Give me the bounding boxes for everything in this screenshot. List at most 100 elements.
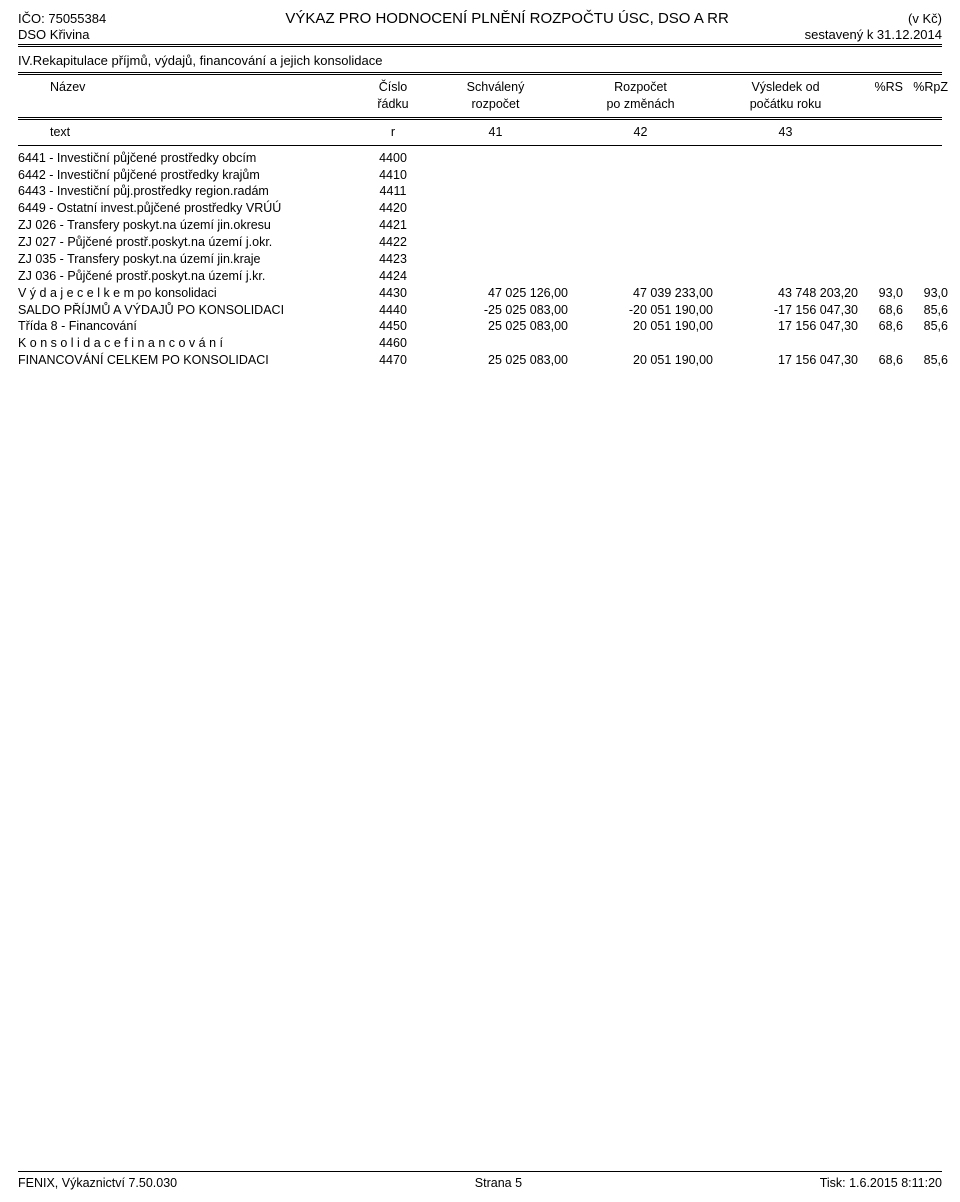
- col-v3-2: počátku roku: [713, 96, 858, 113]
- header-row-1: IČO: 75055384 VÝKAZ PRO HODNOCENÍ PLNĚNÍ…: [18, 10, 942, 27]
- row-v3: [713, 217, 858, 234]
- row-num: 4421: [363, 217, 423, 234]
- row-v2: [568, 234, 713, 251]
- row-p2: [903, 268, 948, 285]
- row-p1: [858, 251, 903, 268]
- column-header-row-1: Název Číslo Schválený Rozpočet Výsledek …: [18, 79, 942, 96]
- table-row: FINANCOVÁNÍ CELKEM PO KONSOLIDACI447025 …: [18, 352, 942, 369]
- row-name: FINANCOVÁNÍ CELKEM PO KONSOLIDACI: [18, 352, 363, 369]
- col-v1-2: rozpočet: [423, 96, 568, 113]
- table-row: 6442 - Investiční půjčené prostředky kra…: [18, 167, 942, 184]
- column-header-row-2: řádku rozpočet po změnách počátku roku: [18, 96, 942, 113]
- subhead-41: 41: [423, 124, 568, 141]
- row-name: ZJ 026 - Transfery poskyt.na území jin.o…: [18, 217, 363, 234]
- row-v2: [568, 335, 713, 352]
- section-top-rule: [18, 72, 942, 75]
- row-v1: -25 025 083,00: [423, 302, 568, 319]
- row-p1: [858, 150, 903, 167]
- row-v3: [713, 251, 858, 268]
- col-v1-1: Schválený: [423, 79, 568, 96]
- page-footer: FENIX, Výkaznictví 7.50.030 Strana 5 Tis…: [18, 1167, 942, 1190]
- table-row: Třída 8 - Financování445025 025 083,0020…: [18, 318, 942, 335]
- row-name: 6442 - Investiční půjčené prostředky kra…: [18, 167, 363, 184]
- subhead-under-rule: [18, 145, 942, 146]
- row-num: 4423: [363, 251, 423, 268]
- row-v3: -17 156 047,30: [713, 302, 858, 319]
- row-v3: [713, 268, 858, 285]
- row-v2: [568, 167, 713, 184]
- section-title: IV.Rekapitulace příjmů, výdajů, financov…: [18, 53, 942, 68]
- subheader-row: text r 41 42 43: [18, 124, 942, 141]
- footer-left: FENIX, Výkaznictví 7.50.030: [18, 1176, 177, 1190]
- row-v3: 17 156 047,30: [713, 352, 858, 369]
- row-p2: [903, 251, 948, 268]
- subhead-r: r: [363, 124, 423, 141]
- col-v2-2: po změnách: [568, 96, 713, 113]
- row-p1: [858, 268, 903, 285]
- row-name: K o n s o l i d a c e f i n a n c o v á …: [18, 335, 363, 352]
- org-name: DSO Křivina: [18, 27, 90, 42]
- row-v2: [568, 217, 713, 234]
- row-num: 4470: [363, 352, 423, 369]
- currency-label: (v Kč): [908, 11, 942, 26]
- row-v2: 20 051 190,00: [568, 318, 713, 335]
- row-v2: [568, 150, 713, 167]
- header-ico: IČO: 75055384: [18, 11, 106, 26]
- ico-value: 75055384: [48, 11, 106, 26]
- row-v1: [423, 335, 568, 352]
- col-v3-1: Výsledek od: [713, 79, 858, 96]
- table-row: 6441 - Investiční půjčené prostředky obc…: [18, 150, 942, 167]
- table-row: K o n s o l i d a c e f i n a n c o v á …: [18, 335, 942, 352]
- row-name: 6443 - Investiční půj.prostředky region.…: [18, 183, 363, 200]
- row-v3: [713, 167, 858, 184]
- footer-rule: [18, 1171, 942, 1172]
- row-p1: 68,6: [858, 318, 903, 335]
- row-num: 4420: [363, 200, 423, 217]
- row-v1: [423, 217, 568, 234]
- row-v1: [423, 200, 568, 217]
- footer-line: FENIX, Výkaznictví 7.50.030 Strana 5 Tis…: [18, 1176, 942, 1190]
- row-num: 4410: [363, 167, 423, 184]
- row-p2: [903, 150, 948, 167]
- row-v3: [713, 234, 858, 251]
- row-v1: [423, 268, 568, 285]
- header-under-rule: [18, 117, 942, 120]
- row-num: 4460: [363, 335, 423, 352]
- row-p1: [858, 234, 903, 251]
- row-name: ZJ 036 - Půjčené prostř.poskyt.na území …: [18, 268, 363, 285]
- row-num: 4411: [363, 183, 423, 200]
- ico-label: IČO:: [18, 11, 45, 26]
- row-num: 4450: [363, 318, 423, 335]
- row-name: SALDO PŘÍJMŮ A VÝDAJŮ PO KONSOLIDACI: [18, 302, 363, 319]
- row-name: 6449 - Ostatní invest.půjčené prostředky…: [18, 200, 363, 217]
- table-row: ZJ 026 - Transfery poskyt.na území jin.o…: [18, 217, 942, 234]
- data-rows: 6441 - Investiční půjčené prostředky obc…: [18, 150, 942, 369]
- row-v3: 43 748 203,20: [713, 285, 858, 302]
- row-v2: [568, 183, 713, 200]
- row-name: 6441 - Investiční půjčené prostředky obc…: [18, 150, 363, 167]
- compiled-date: sestavený k 31.12.2014: [805, 27, 942, 42]
- header-separator: [18, 44, 942, 47]
- row-num: 4430: [363, 285, 423, 302]
- table-row: ZJ 036 - Půjčené prostř.poskyt.na území …: [18, 268, 942, 285]
- subhead-42: 42: [568, 124, 713, 141]
- col-name-1: Název: [18, 79, 363, 96]
- row-num: 4400: [363, 150, 423, 167]
- row-p2: 85,6: [903, 302, 948, 319]
- row-p1: [858, 183, 903, 200]
- row-p2: [903, 234, 948, 251]
- row-p1: [858, 217, 903, 234]
- row-p2: [903, 183, 948, 200]
- row-v1: 25 025 083,00: [423, 352, 568, 369]
- col-numlabel-1: Číslo: [363, 79, 423, 96]
- row-v2: [568, 268, 713, 285]
- col-p1: %RS: [858, 79, 903, 96]
- page: IČO: 75055384 VÝKAZ PRO HODNOCENÍ PLNĚNÍ…: [0, 0, 960, 1202]
- row-v1: [423, 251, 568, 268]
- footer-center: Strana 5: [475, 1176, 522, 1190]
- row-p1: [858, 335, 903, 352]
- row-p2: [903, 200, 948, 217]
- footer-right: Tisk: 1.6.2015 8:11:20: [820, 1176, 942, 1190]
- row-v3: 17 156 047,30: [713, 318, 858, 335]
- row-p1: [858, 167, 903, 184]
